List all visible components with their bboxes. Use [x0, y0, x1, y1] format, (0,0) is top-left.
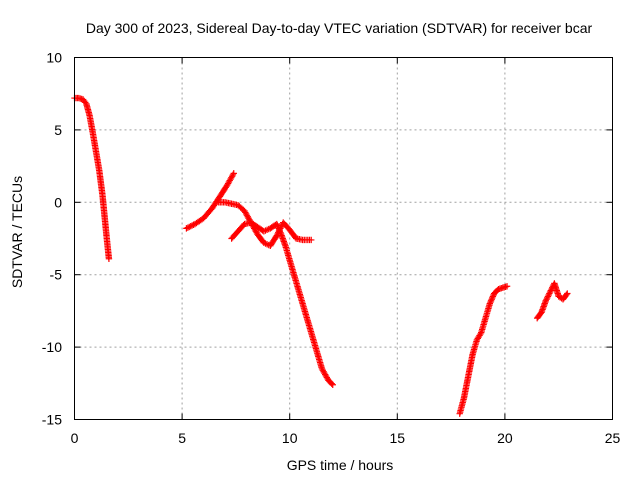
data-point	[273, 220, 280, 228]
data-point	[188, 222, 196, 229]
grid-lines	[74, 57, 613, 420]
data-point	[105, 255, 113, 262]
data-point	[229, 171, 237, 178]
plot-border	[74, 57, 613, 420]
y-tick-label: 5	[54, 122, 62, 138]
data-point	[276, 226, 283, 234]
series-segment-1	[71, 94, 113, 262]
data-point	[276, 228, 284, 235]
axis-ticks	[74, 57, 613, 420]
data-point	[563, 291, 570, 298]
y-tick-label: -15	[42, 412, 62, 428]
tick-labels: 0 5 10 15 20 25 -15 -10 -5 0 5 10	[42, 50, 621, 447]
series-segment-6	[533, 280, 571, 322]
data-point	[187, 222, 194, 230]
data-point	[274, 222, 281, 229]
data-point	[542, 297, 549, 304]
data-point	[186, 223, 193, 231]
y-tick-label: 0	[54, 194, 62, 210]
x-tick-label: 25	[605, 430, 621, 446]
data-point	[329, 381, 336, 388]
data-point	[489, 294, 496, 302]
data-point	[275, 225, 282, 232]
data-point	[547, 287, 555, 294]
data-point	[543, 296, 550, 303]
series-segment-5	[456, 283, 511, 417]
x-tick-label: 5	[178, 430, 186, 446]
series-segment-4	[228, 219, 336, 388]
data-point	[546, 288, 554, 296]
data-point	[477, 330, 484, 338]
data-point	[274, 223, 282, 231]
data-point	[544, 293, 552, 300]
y-axis-label: SDTVAR / TECUs	[9, 176, 25, 288]
chart-title: Day 300 of 2023, Sidereal Day-to-day VTE…	[86, 20, 593, 36]
data-point	[503, 283, 511, 290]
data-point	[277, 229, 284, 236]
data-point	[546, 290, 553, 297]
data-point	[82, 99, 89, 106]
x-tick-label: 10	[282, 430, 298, 446]
data-point	[328, 380, 335, 387]
x-tick-label: 15	[390, 430, 406, 446]
data-point	[184, 224, 192, 231]
x-tick-label: 0	[71, 430, 79, 446]
y-tick-label: 10	[46, 50, 62, 66]
x-axis-label: GPS time / hours	[287, 457, 394, 473]
x-tick-label: 20	[497, 430, 513, 446]
y-tick-label: -5	[50, 267, 63, 283]
data-point	[488, 296, 495, 303]
data-point	[564, 290, 571, 297]
y-tick-label: -10	[42, 339, 62, 355]
data-point	[183, 225, 190, 232]
data-point	[486, 300, 494, 307]
data-point	[487, 299, 494, 306]
data-point	[308, 236, 315, 244]
data-points	[71, 94, 571, 417]
data-point	[545, 291, 552, 299]
series-segment-3	[215, 199, 315, 249]
data-point	[230, 170, 237, 177]
data-point	[544, 294, 551, 302]
data-point	[489, 293, 497, 300]
data-point	[487, 297, 495, 304]
